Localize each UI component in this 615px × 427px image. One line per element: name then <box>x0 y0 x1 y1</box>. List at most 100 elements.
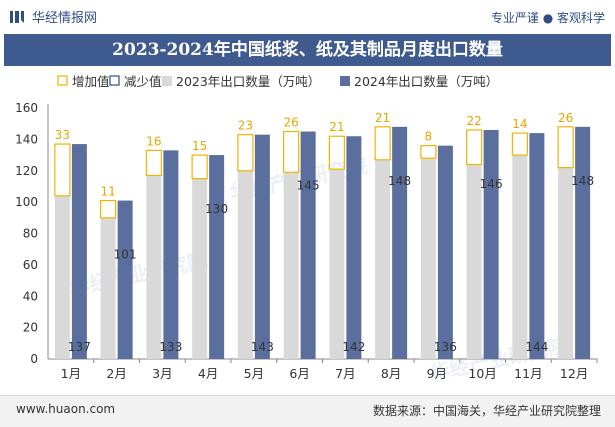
bar-2023 <box>146 175 162 359</box>
bar-2023 <box>420 158 436 359</box>
diff-label: 21 <box>329 120 344 134</box>
site-name: 华经情报网 <box>32 11 98 26</box>
change-box <box>145 149 162 177</box>
value-label-2024: 133 <box>159 340 182 354</box>
change-box <box>283 130 300 173</box>
diff-label: 16 <box>146 134 161 148</box>
bar-2023 <box>466 164 482 359</box>
y-tick-label: 100 <box>15 195 38 209</box>
diff-label: 8 <box>425 130 433 144</box>
value-label-2024: 148 <box>571 174 594 188</box>
x-tick-label: 4月 <box>198 366 218 381</box>
change-box <box>191 154 208 180</box>
change-box <box>420 145 437 159</box>
legend-swatch <box>57 75 68 86</box>
value-label-2024: 137 <box>68 340 91 354</box>
y-tick-label: 120 <box>15 164 38 178</box>
x-tick-label: 10月 <box>468 366 496 381</box>
bar-2024 <box>71 144 87 359</box>
bar-2023 <box>558 167 574 359</box>
bar-2024 <box>346 136 362 359</box>
footer-website[interactable]: www.huaon.com <box>16 402 116 416</box>
bar-2024 <box>163 150 179 359</box>
legend-swatch <box>340 76 350 86</box>
bar-2024 <box>117 200 133 359</box>
bar-2024 <box>392 126 408 359</box>
y-tick-label: 160 <box>15 101 38 115</box>
value-label-2024: 144 <box>525 340 548 354</box>
change-box <box>100 199 117 219</box>
bar-2023 <box>512 155 528 359</box>
x-tick-label: 12月 <box>560 366 588 381</box>
legend-swatch <box>162 76 172 86</box>
chart-title: 2023-2024年中国纸浆、纸及其制品月度出口数量 <box>112 40 503 60</box>
footer-divider <box>0 395 615 396</box>
x-tick-label: 5月 <box>244 366 264 381</box>
bar-2023 <box>237 170 253 359</box>
change-box <box>374 126 391 161</box>
x-tick-label: 1月 <box>61 366 81 381</box>
x-tick-label: 3月 <box>152 366 172 381</box>
bar-2024 <box>254 134 270 359</box>
diff-label: 26 <box>283 116 298 130</box>
diff-label: 33 <box>55 128 70 142</box>
legend-swatch <box>109 75 120 86</box>
x-tick-label: 7月 <box>335 366 355 381</box>
change-box <box>328 135 345 170</box>
legend-label: 2023年出口数量（万吨） <box>176 74 320 89</box>
y-tick-label: 80 <box>23 227 38 241</box>
bar-2024 <box>209 155 225 359</box>
legend-label: 2024年出口数量（万吨） <box>354 74 498 89</box>
x-tick-label: 11月 <box>514 366 542 381</box>
legend-label: 减少值 <box>124 74 162 89</box>
diff-label: 22 <box>466 114 481 128</box>
bar-2024 <box>529 133 545 359</box>
change-box <box>511 132 528 156</box>
bar-2024 <box>300 131 316 359</box>
value-label-2024: 145 <box>297 179 320 193</box>
bar-2024 <box>437 145 453 359</box>
x-tick-label: 8月 <box>381 366 401 381</box>
huajing-logo-icon <box>10 10 24 23</box>
diff-label: 21 <box>375 111 390 125</box>
bar-2024 <box>575 126 591 359</box>
value-label-2024: 148 <box>388 174 411 188</box>
top-bar: 华经情报网 专业严谨 ● 客观科学 <box>0 0 615 34</box>
y-tick-label: 60 <box>23 258 38 272</box>
watermark-text: 华经产业研究院 <box>68 248 210 301</box>
value-label-2024: 143 <box>251 340 274 354</box>
diff-label: 15 <box>192 139 207 153</box>
diff-label: 14 <box>512 117 527 131</box>
legend-label: 增加值 <box>72 74 110 89</box>
change-box <box>237 134 254 172</box>
value-label-2024: 146 <box>480 177 503 191</box>
bar-2023 <box>192 178 208 359</box>
value-label-2024: 142 <box>342 340 365 354</box>
bar-2023 <box>375 159 391 359</box>
y-tick-label: 0 <box>30 352 38 366</box>
footer: www.huaon.com 数据来源：中国海关，华经产业研究院整理 <box>0 395 615 427</box>
change-box <box>466 129 483 166</box>
change-box <box>557 126 574 169</box>
bar-chart: 华经产业研究院华经产业研究院华经产业研究院增加值减少值2023年出口数量（万吨）… <box>15 74 598 385</box>
y-tick-label: 140 <box>15 132 38 146</box>
diff-label: 11 <box>100 185 115 199</box>
value-label-2024: 130 <box>205 202 228 216</box>
y-tick-label: 40 <box>23 289 38 303</box>
diff-label: 23 <box>238 119 253 133</box>
value-label-2024: 136 <box>434 340 457 354</box>
x-tick-label: 6月 <box>289 366 309 381</box>
x-tick-label: 9月 <box>427 366 447 381</box>
bar-2023 <box>329 169 345 359</box>
tagline: 专业严谨 ● 客观科学 <box>490 11 605 25</box>
bar-2023 <box>283 172 299 359</box>
brand[interactable]: 华经情报网 <box>8 7 97 26</box>
bar-2023 <box>54 195 70 359</box>
footer-source: 数据来源：中国海关，华经产业研究院整理 <box>372 404 601 418</box>
change-box <box>54 143 71 197</box>
value-label-2024: 101 <box>114 248 137 262</box>
title-bar: 2023-2024年中国纸浆、纸及其制品月度出口数量 <box>4 34 611 66</box>
y-tick-label: 20 <box>23 321 38 335</box>
bar-2024 <box>483 129 499 359</box>
x-tick-label: 2月 <box>106 366 126 381</box>
